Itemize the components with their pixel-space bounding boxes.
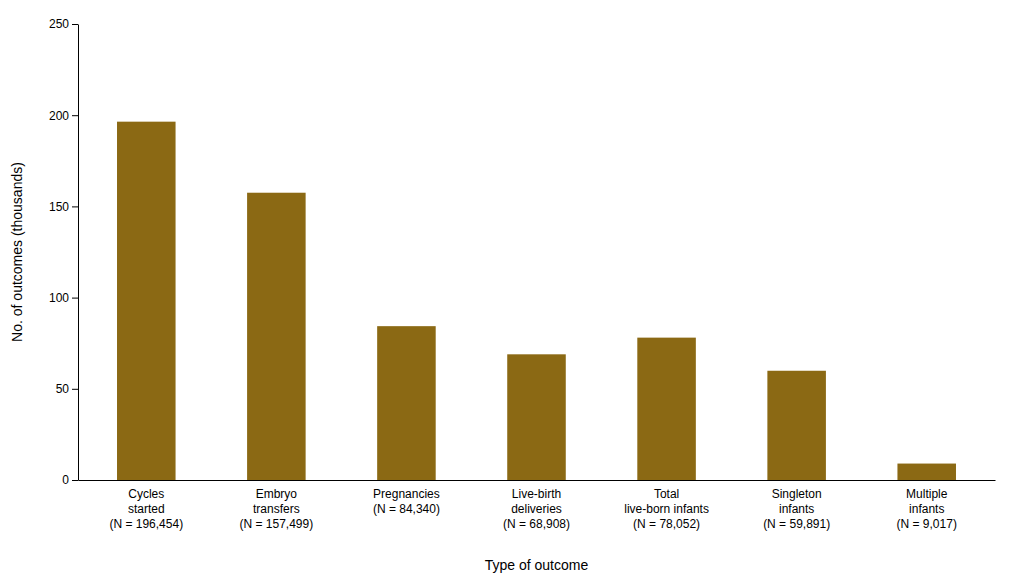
x-tick-label: Embryotransfers(N = 157,499) bbox=[239, 487, 313, 531]
y-tick-mark bbox=[72, 206, 78, 207]
y-tick-label: 250 bbox=[49, 17, 69, 31]
bar bbox=[377, 326, 436, 480]
x-tick: Live-birthdeliveries(N = 68,908) bbox=[503, 480, 570, 531]
x-tick-label-line: (N = 68,908) bbox=[503, 517, 570, 531]
y-tick-label: 0 bbox=[62, 473, 69, 487]
x-tick-label-line: Singleton bbox=[772, 487, 822, 501]
x-tick-label-line: started bbox=[128, 502, 165, 516]
chart-container: 0 50 100 150 200 250 Cyclesstarted(N = 196,454… bbox=[0, 0, 1019, 584]
x-tick-label-line: deliveries bbox=[511, 502, 562, 516]
x-tick: Pregnancies(N = 84,340) bbox=[373, 480, 440, 516]
y-tick-label: 100 bbox=[49, 291, 69, 305]
x-tick-label: Cyclesstarted(N = 196,454) bbox=[109, 487, 183, 531]
bar bbox=[507, 354, 566, 480]
bar bbox=[767, 371, 826, 480]
y-tick: 150 bbox=[49, 200, 78, 214]
x-tick-label: Multipleinfants(N = 9,017) bbox=[897, 487, 957, 531]
y-tick: 200 bbox=[49, 109, 78, 123]
y-tick-label: 200 bbox=[49, 109, 69, 123]
x-tick-label: Totallive-born infants(N = 78,052) bbox=[624, 487, 709, 531]
y-axis-line bbox=[78, 25, 79, 481]
bar bbox=[247, 193, 306, 480]
y-tick: 250 bbox=[49, 17, 78, 31]
y-tick-mark bbox=[72, 24, 78, 25]
x-tick-label-line: transfers bbox=[253, 502, 300, 516]
x-tick: Cyclesstarted(N = 196,454) bbox=[109, 480, 183, 531]
y-tick: 50 bbox=[56, 382, 78, 396]
chart-svg: 0 50 100 150 200 250 Cyclesstarted(N = 196,454… bbox=[0, 0, 1019, 584]
y-tick-mark bbox=[72, 389, 78, 390]
x-tick-label-line: Live-birth bbox=[512, 487, 561, 501]
x-axis-title: Type of outcome bbox=[485, 557, 589, 573]
x-tick-label-line: (N = 59,891) bbox=[763, 517, 830, 531]
x-tick-label-line: (N = 9,017) bbox=[897, 517, 957, 531]
x-tick-label-line: Pregnancies bbox=[373, 487, 440, 501]
x-tick-label-line: (N = 78,052) bbox=[633, 517, 700, 531]
x-tick-label-line: (N = 157,499) bbox=[239, 517, 313, 531]
x-tick: Singletoninfants(N = 59,891) bbox=[763, 480, 830, 531]
x-tick: Totallive-born infants(N = 78,052) bbox=[624, 480, 709, 531]
y-tick-label: 150 bbox=[49, 200, 69, 214]
x-tick-label-line: Multiple bbox=[906, 487, 948, 501]
y-tick-label: 50 bbox=[56, 382, 70, 396]
x-tick: Multipleinfants(N = 9,017) bbox=[897, 480, 957, 531]
y-tick-mark bbox=[72, 115, 78, 116]
y-tick: 100 bbox=[49, 291, 78, 305]
x-tick-label-line: (N = 196,454) bbox=[109, 517, 183, 531]
y-axis-title: No. of outcomes (thousands) bbox=[9, 162, 25, 342]
x-tick-label-line: Cycles bbox=[128, 487, 164, 501]
bar bbox=[637, 338, 696, 480]
y-tick-mark bbox=[72, 480, 78, 481]
x-tick-label-line: live-born infants bbox=[624, 502, 709, 516]
y-axis: 0 50 100 150 200 250 bbox=[49, 17, 79, 487]
bar bbox=[117, 122, 176, 480]
x-axis: Cyclesstarted(N = 196,454) Embryotransfer… bbox=[79, 480, 996, 531]
plot-area: 0 50 100 150 200 250 Cyclesstarted(N = 196,454… bbox=[49, 17, 996, 530]
x-tick-label: Live-birthdeliveries(N = 68,908) bbox=[503, 487, 570, 531]
x-tick-label: Singletoninfants(N = 59,891) bbox=[763, 487, 830, 531]
bar bbox=[897, 464, 956, 480]
x-tick-label-line: Embryo bbox=[256, 487, 298, 501]
x-tick: Embryotransfers(N = 157,499) bbox=[239, 480, 313, 531]
x-tick-label: Pregnancies(N = 84,340) bbox=[373, 487, 440, 516]
x-axis-line bbox=[79, 480, 996, 481]
x-tick-label-line: Total bbox=[654, 487, 679, 501]
y-tick-mark bbox=[72, 298, 78, 299]
bars bbox=[117, 122, 956, 480]
x-tick-label-line: infants bbox=[909, 502, 944, 516]
y-tick: 0 bbox=[62, 473, 78, 487]
x-tick-label-line: (N = 84,340) bbox=[373, 502, 440, 516]
x-tick-label-line: infants bbox=[779, 502, 814, 516]
